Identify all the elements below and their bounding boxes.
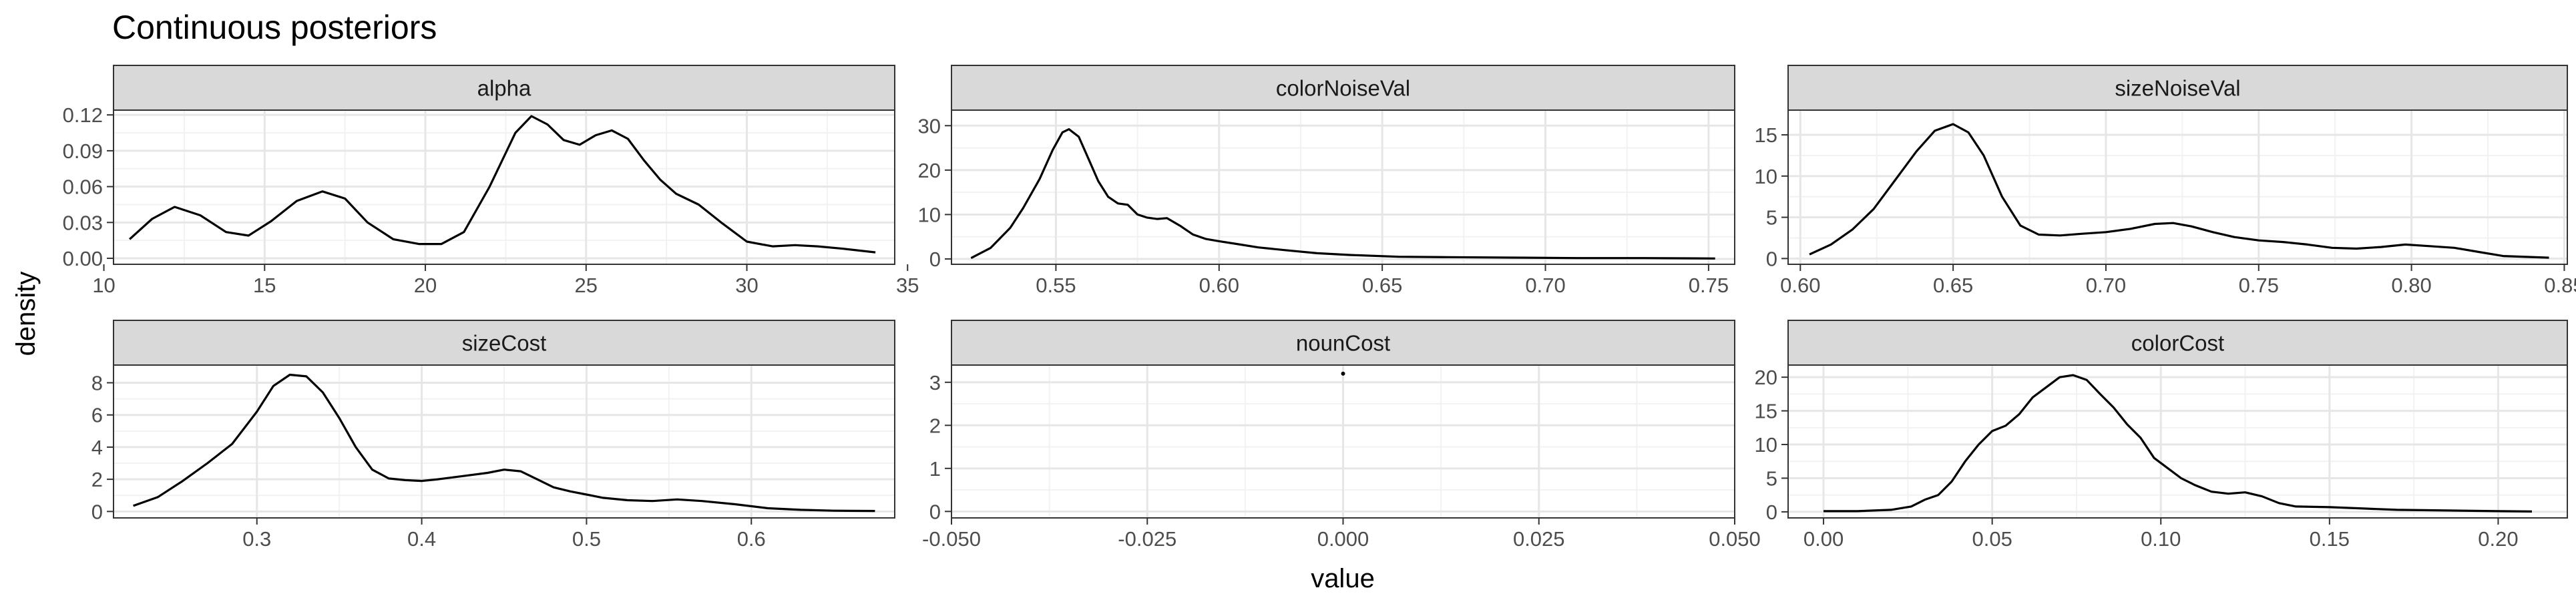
x-tick-label: 0.3 [242,527,271,551]
facet-strip-label: sizeCost [462,331,547,356]
x-tick-label: 0.65 [1933,274,1973,297]
density-line [1823,374,2533,513]
x-tick-label: -0.025 [1118,527,1176,551]
y-tick-label: 8 [91,372,103,395]
x-tick-label: 0.00 [1803,527,1844,551]
x-tick-label: 0.4 [407,527,436,551]
x-tick-label: 0.20 [2478,527,2518,551]
y-tick-label: 0 [1766,501,1777,524]
panel-border [113,364,895,519]
y-tick-label: 5 [1766,467,1777,490]
x-tick-label: 0.050 [1709,527,1761,551]
y-tick-label: 10 [918,203,941,226]
x-tick-label: 0.10 [2141,527,2181,551]
y-tick-label: 10 [1755,433,1777,457]
y-tick-label: 15 [1755,123,1777,147]
x-tick-label: 0.70 [2086,274,2126,297]
x-tick-label: 0.60 [1780,274,1820,297]
y-tick-label: 2 [91,468,103,491]
x-tick-label: 0.70 [1525,274,1565,297]
x-tick-label: 0.6 [737,527,766,551]
x-tick-label: 0.75 [2239,274,2279,297]
panel-border [1787,364,2568,519]
y-tick-label: 1 [929,457,941,481]
x-tick-label: 0.55 [1036,274,1076,297]
x-tick-label: 0.000 [1317,527,1369,551]
x-tick-label: 0.85 [2544,274,2576,297]
facet-strip-label: colorCost [2131,331,2224,356]
facet-strip [1787,320,2568,366]
x-tick-label: 15 [253,274,276,297]
x-tick-label: 0.15 [2310,527,2350,551]
y-tick-label: 15 [1755,400,1777,423]
y-tick-label: 0.06 [63,176,103,199]
density-line [970,128,1715,260]
y-tick-label: 5 [1766,206,1777,230]
y-tick-label: 30 [918,114,941,137]
facet-strip [1787,65,2568,111]
density-line [1809,123,2549,259]
y-tick-label: 0.00 [63,247,103,270]
y-tick-label: 0 [929,500,941,523]
facet-strip-label: nounCost [1296,331,1390,356]
facet-strip-label: sizeNoiseVal [2115,76,2240,101]
x-tick-label: 0.05 [1972,527,2012,551]
facet-strip [951,320,1735,366]
chart-title: Continuous posteriors [112,9,437,46]
x-tick-label: 20 [414,274,437,297]
y-tick-label: 0.12 [63,103,103,127]
density-line [133,373,875,513]
facet-strip-label: colorNoiseVal [1276,76,1410,101]
facet-strip [113,65,895,111]
y-tick-label: 0.09 [63,139,103,163]
panel-border [1787,109,2568,265]
panel-border [951,109,1735,265]
y-tick-label: 4 [91,436,103,459]
x-tick-label: 0.80 [2391,274,2431,297]
x-tick-label: 25 [575,274,598,297]
x-tick-label: -0.050 [922,527,981,551]
y-tick-label: 6 [91,404,103,427]
x-axis-title: value [1311,564,1375,593]
y-tick-label: 0 [1766,247,1777,270]
y-tick-label: 0 [91,500,103,523]
y-tick-label: 20 [1755,366,1777,389]
x-tick-label: 0.5 [572,527,601,551]
y-tick-label: 2 [929,414,941,437]
x-tick-label: 30 [735,274,758,297]
x-tick-label: 10 [92,274,115,297]
density-point [1341,371,1345,376]
x-tick-label: 35 [896,274,919,297]
y-tick-label: 20 [918,159,941,182]
y-axis-title: density [11,272,41,356]
y-tick-label: 0 [929,248,941,271]
x-tick-label: 0.60 [1199,274,1239,297]
facet-strip [951,65,1735,111]
x-tick-label: 0.025 [1513,527,1565,551]
x-tick-label: 0.75 [1689,274,1729,297]
x-tick-label: 0.65 [1362,274,1402,297]
y-tick-label: 3 [929,371,941,394]
density-line [129,115,876,254]
y-tick-label: 10 [1755,165,1777,188]
facet-strip-label: alpha [477,76,531,101]
y-tick-label: 0.03 [63,211,103,234]
